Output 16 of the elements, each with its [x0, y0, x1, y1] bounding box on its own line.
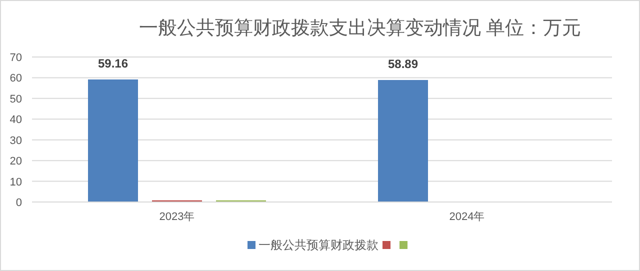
y-tick-label: 60 — [10, 72, 22, 85]
y-tick-label: 30 — [10, 134, 22, 147]
bar — [88, 79, 138, 202]
y-tick-label: 0 — [16, 197, 22, 209]
legend-label: 一般公共预算财政拨款 — [258, 238, 378, 252]
data-label: 58.89 — [388, 57, 418, 72]
x-tick-label: 2024年 — [449, 211, 485, 223]
chart-title: 一般公共预算财政拨款支出决算变动情况 单位：万元 — [138, 17, 582, 39]
y-tick-label: 70 — [10, 52, 22, 64]
bar — [378, 80, 428, 202]
data-label: 59.16 — [98, 56, 128, 70]
y-tick-label: 50 — [10, 93, 22, 106]
y-tick-label: 40 — [10, 114, 22, 126]
y-tick-label: 20 — [10, 156, 22, 168]
x-tick-label: 2023年 — [159, 211, 195, 223]
y-tick-label: 10 — [10, 176, 22, 188]
